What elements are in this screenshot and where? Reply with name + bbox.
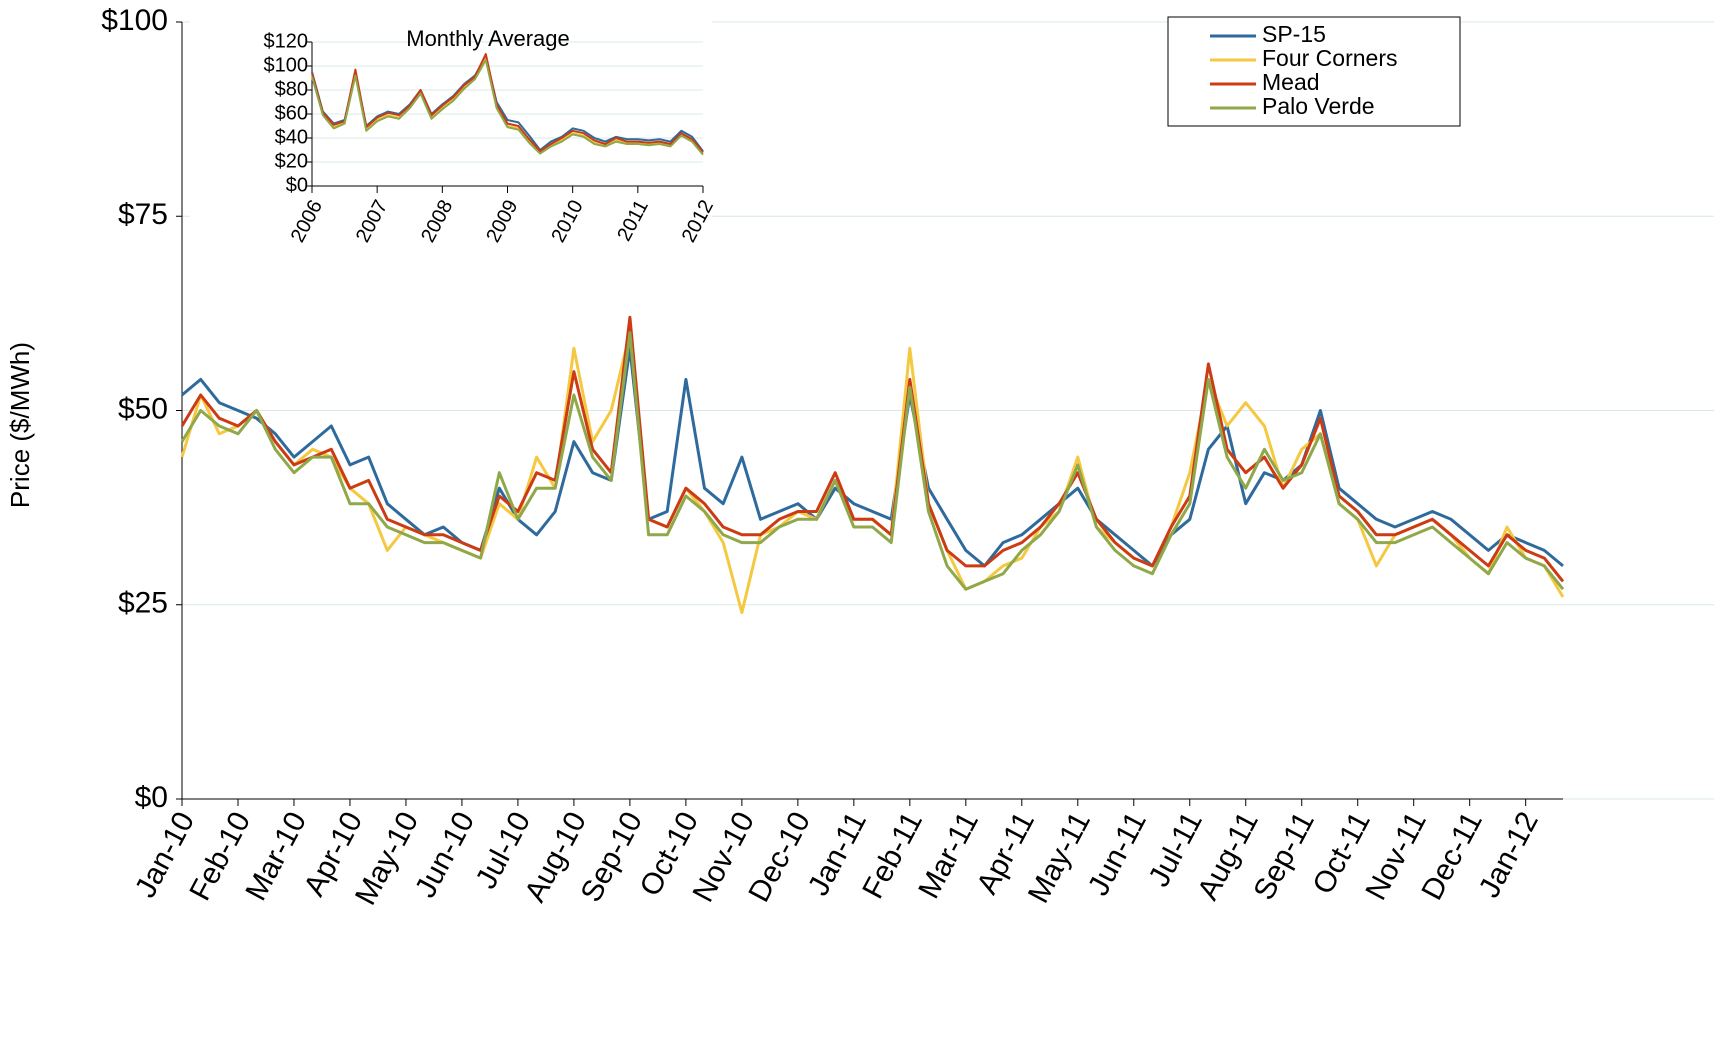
series-line [181, 346, 1564, 568]
y-tick-label: $0 [286, 174, 308, 196]
y-tick-label: $100 [264, 54, 309, 76]
inset-title: Monthly Average [406, 26, 569, 51]
y-tick-label: $20 [275, 150, 308, 172]
y-tick-label: $40 [275, 126, 308, 148]
y-tick-label: $50 [118, 392, 168, 425]
y-tick-label: $75 [118, 198, 168, 231]
y-axis-label: Price ($/MWh) [5, 342, 35, 508]
y-tick-label: $80 [275, 78, 308, 100]
y-tick-label: $120 [264, 30, 309, 52]
legend-label: Mead [1262, 69, 1320, 95]
legend-label: SP-15 [1262, 21, 1326, 47]
series-line [180, 315, 1565, 583]
series-line [180, 331, 1565, 614]
series-line [311, 59, 704, 156]
series-line [311, 53, 704, 154]
legend-label: Four Corners [1262, 45, 1397, 71]
series-line [311, 55, 704, 152]
y-tick-label: $25 [118, 587, 168, 620]
legend-label: Palo Verde [1262, 93, 1375, 119]
y-tick-label: $0 [135, 781, 168, 814]
series-line [180, 331, 1565, 591]
y-tick-label: $60 [275, 102, 308, 124]
y-tick-label: $100 [101, 4, 168, 37]
